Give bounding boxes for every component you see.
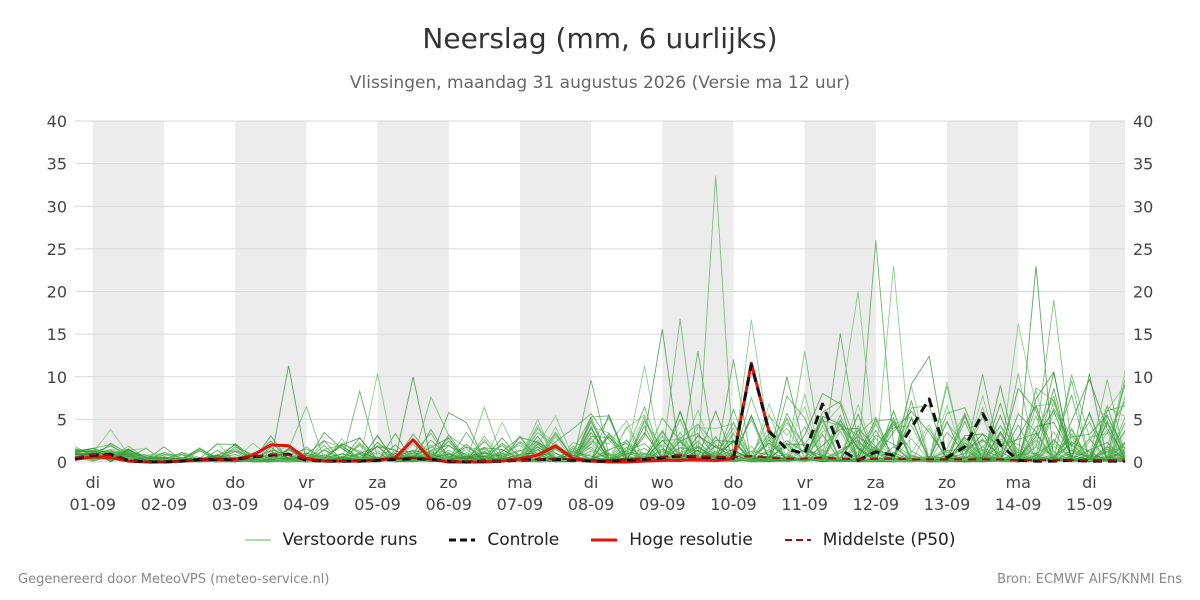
y-tick-label-right: 35 (1133, 155, 1153, 174)
legend-item-verstoorde-runs[interactable]: Verstoorde runs (244, 530, 418, 550)
chart-legend: Verstoorde runs Controle Hoge resolutie … (0, 530, 1200, 550)
legend-item-middelste-p50[interactable]: Middelste (P50) (784, 530, 956, 550)
x-tick-day: za (867, 473, 885, 492)
legend-label: Hoge resolutie (629, 530, 753, 550)
x-tick-date: 10-09 (710, 495, 757, 514)
y-tick-label-left: 0 (57, 453, 67, 472)
x-tick-date: 04-09 (283, 495, 330, 514)
y-tick-label-left: 40 (47, 112, 67, 131)
x-tick-date: 07-09 (497, 495, 544, 514)
legend-swatch-red-solid (591, 538, 618, 542)
x-tick-date: 02-09 (141, 495, 188, 514)
x-tick-day: za (368, 473, 386, 492)
y-tick-label-right: 10 (1133, 368, 1153, 387)
y-tick-label-right: 40 (1133, 112, 1153, 131)
x-tick-day: do (723, 473, 743, 492)
y-tick-label-left: 25 (47, 240, 67, 259)
legend-swatch-thin-green (244, 539, 271, 541)
legend-label: Verstoorde runs (282, 530, 418, 550)
x-tick-day: wo (153, 473, 176, 492)
x-tick-date: 03-09 (212, 495, 259, 514)
x-tick-date: 01-09 (70, 495, 117, 514)
footer-credit: Gegenereerd door MeteoVPS (meteo-service… (18, 572, 330, 587)
x-tick-date: 06-09 (425, 495, 472, 514)
x-tick-date: 05-09 (354, 495, 401, 514)
legend-swatch-darkred-dashed (784, 539, 811, 541)
x-tick-day: zo (440, 473, 458, 492)
y-tick-label-left: 35 (47, 155, 67, 174)
legend-swatch-black-dashed (449, 538, 476, 542)
y-tick-label-right: 15 (1133, 325, 1153, 344)
y-tick-label-right: 30 (1133, 197, 1153, 216)
x-tick-date: 12-09 (853, 495, 900, 514)
legend-label: Controle (487, 530, 560, 550)
x-tick-date: 09-09 (639, 495, 686, 514)
x-tick-day: ma (1006, 473, 1031, 492)
x-tick-day: vr (797, 473, 813, 492)
y-tick-label-right: 5 (1133, 410, 1143, 429)
x-tick-date: 14-09 (995, 495, 1042, 514)
y-tick-label-left: 5 (57, 410, 67, 429)
x-tick-date: 15-09 (1066, 495, 1113, 514)
x-tick-day: wo (651, 473, 674, 492)
x-tick-day: di (85, 473, 100, 492)
y-tick-label-left: 15 (47, 325, 67, 344)
y-tick-label-left: 30 (47, 197, 67, 216)
chart-subtitle: Vlissingen, maandag 31 augustus 2026 (Ve… (349, 73, 851, 93)
x-tick-date: 11-09 (781, 495, 828, 514)
y-tick-label-right: 0 (1133, 453, 1143, 472)
y-tick-label-right: 25 (1133, 240, 1153, 259)
x-tick-day: vr (298, 473, 314, 492)
x-tick-day: di (1082, 473, 1097, 492)
ensemble-member-line (74, 299, 1126, 463)
legend-item-controle[interactable]: Controle (449, 530, 559, 550)
x-tick-date: 13-09 (924, 495, 971, 514)
chart-title: Neerslag (mm, 6 uurlijks) (422, 22, 778, 55)
x-tick-date: 08-09 (568, 495, 615, 514)
y-tick-label-left: 10 (47, 368, 67, 387)
ensemble-member-line (74, 399, 1126, 463)
x-tick-day: ma (507, 473, 532, 492)
legend-label: Middelste (P50) (822, 530, 956, 550)
x-tick-day: di (584, 473, 599, 492)
controle-line (74, 363, 1125, 464)
y-tick-label-right: 20 (1133, 283, 1153, 302)
x-tick-day: zo (938, 473, 956, 492)
footer-source: Bron: ECMWF AIFS/KNMI Ens (997, 572, 1182, 587)
x-tick-day: do (225, 473, 245, 492)
legend-item-hoge-resolutie[interactable]: Hoge resolutie (591, 530, 753, 550)
y-tick-label-left: 20 (47, 283, 67, 302)
